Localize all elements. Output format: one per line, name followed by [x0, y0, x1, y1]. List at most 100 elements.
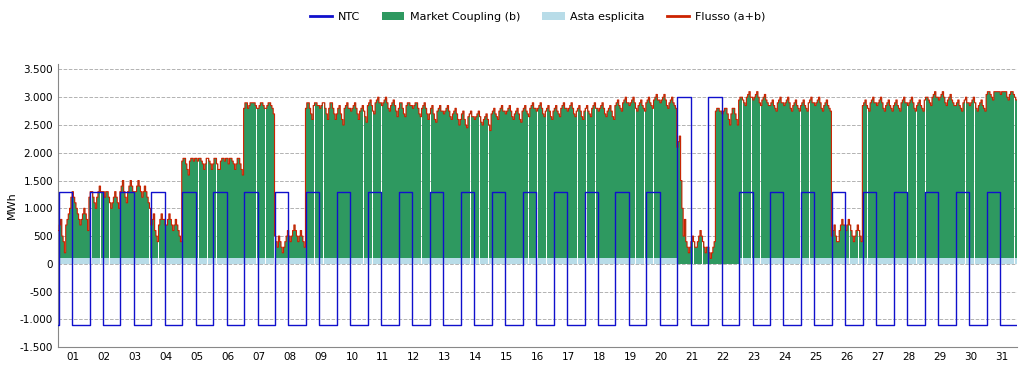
Bar: [1012, 92, 1013, 258]
Bar: [986, 94, 987, 258]
Y-axis label: MWh: MWh: [7, 192, 17, 220]
Bar: [379, 103, 380, 258]
Bar: [300, 258, 301, 264]
Bar: [883, 108, 885, 258]
Bar: [848, 220, 850, 258]
Bar: [174, 225, 175, 258]
Bar: [244, 108, 245, 258]
Bar: [134, 192, 135, 258]
Bar: [564, 258, 566, 264]
Bar: [885, 258, 886, 264]
Bar: [324, 258, 325, 264]
Bar: [238, 258, 239, 264]
Bar: [920, 100, 921, 258]
Bar: [898, 258, 900, 264]
Bar: [658, 258, 659, 264]
Bar: [717, 108, 718, 264]
Bar: [706, 253, 707, 264]
Bar: [198, 161, 199, 258]
Bar: [370, 258, 371, 264]
Bar: [228, 258, 229, 264]
Bar: [868, 111, 870, 258]
Bar: [702, 242, 703, 264]
Bar: [359, 258, 360, 264]
Bar: [891, 258, 892, 264]
Bar: [657, 100, 658, 258]
Bar: [730, 125, 731, 264]
Bar: [93, 197, 94, 258]
Bar: [866, 106, 867, 258]
Bar: [79, 258, 80, 264]
Bar: [759, 103, 761, 258]
Bar: [686, 242, 687, 264]
Bar: [627, 258, 628, 264]
Bar: [971, 103, 972, 258]
Bar: [517, 258, 518, 264]
Bar: [679, 136, 681, 264]
Bar: [850, 225, 851, 258]
Bar: [569, 106, 571, 258]
Bar: [258, 108, 259, 258]
Bar: [980, 258, 981, 264]
Bar: [773, 106, 775, 258]
Bar: [236, 164, 238, 258]
Bar: [441, 258, 442, 264]
Bar: [495, 258, 497, 264]
Bar: [413, 108, 414, 258]
Bar: [176, 258, 178, 264]
Bar: [273, 114, 274, 258]
Bar: [145, 192, 146, 258]
Bar: [264, 258, 265, 264]
Bar: [766, 100, 767, 258]
Bar: [910, 100, 911, 258]
Bar: [438, 258, 439, 264]
Bar: [1000, 94, 1001, 258]
Bar: [852, 258, 853, 264]
Bar: [354, 103, 355, 258]
Bar: [915, 111, 916, 258]
Bar: [131, 186, 133, 258]
Bar: [808, 258, 810, 264]
Bar: [551, 258, 552, 264]
Bar: [227, 158, 228, 258]
Bar: [294, 225, 295, 258]
Bar: [966, 97, 967, 258]
Bar: [330, 103, 331, 258]
Bar: [639, 103, 641, 258]
Bar: [930, 103, 931, 258]
Bar: [144, 258, 145, 264]
Bar: [114, 258, 115, 264]
Bar: [198, 258, 199, 264]
Bar: [941, 258, 942, 264]
Bar: [165, 258, 166, 264]
Bar: [599, 258, 601, 264]
Bar: [618, 106, 620, 258]
Bar: [183, 158, 184, 258]
Bar: [389, 258, 390, 264]
Bar: [614, 106, 616, 258]
Bar: [295, 231, 296, 258]
Bar: [458, 120, 459, 258]
Bar: [1011, 258, 1012, 264]
Bar: [422, 258, 423, 264]
Bar: [872, 97, 873, 258]
Bar: [528, 117, 529, 258]
Bar: [926, 258, 927, 264]
Bar: [521, 122, 522, 258]
Bar: [946, 106, 947, 258]
Bar: [99, 258, 100, 264]
Bar: [623, 103, 624, 258]
Bar: [100, 258, 101, 264]
Bar: [189, 258, 190, 264]
Bar: [291, 236, 293, 258]
Bar: [281, 247, 283, 258]
Bar: [459, 258, 460, 264]
Bar: [816, 103, 817, 258]
Bar: [227, 258, 228, 264]
Bar: [805, 106, 806, 258]
Bar: [468, 117, 469, 258]
Bar: [523, 258, 524, 264]
Bar: [104, 197, 105, 258]
Bar: [529, 258, 531, 264]
Bar: [126, 203, 128, 258]
